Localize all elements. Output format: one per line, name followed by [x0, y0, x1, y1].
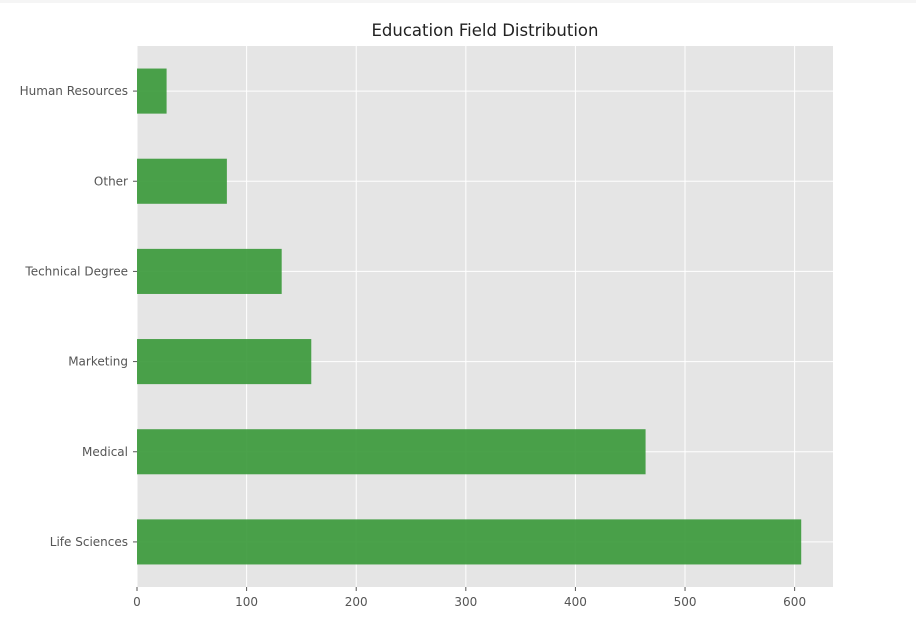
bar-technical-degree [137, 248, 282, 294]
y-tick-label: Technical Degree [24, 264, 128, 278]
x-tick-label: 500 [674, 595, 697, 609]
plot-area [137, 46, 833, 587]
x-tick-label: 600 [783, 595, 806, 609]
y-tick-label: Medical [82, 445, 128, 459]
bar-life-sciences [137, 519, 802, 565]
x-axis: 0 100 200 300 400 500 600 [133, 587, 806, 609]
x-tick-label: 0 [133, 595, 141, 609]
x-tick-label: 400 [564, 595, 587, 609]
y-tick-label: Life Sciences [50, 535, 128, 549]
bar-other [137, 158, 227, 204]
x-tick-label: 300 [454, 595, 477, 609]
x-tick-label: 100 [235, 595, 258, 609]
y-tick-label: Human Resources [20, 84, 128, 98]
y-tick-label: Marketing [68, 355, 128, 369]
top-strip [0, 0, 916, 3]
bar-marketing [137, 339, 312, 385]
bars [137, 68, 802, 565]
y-tick-label: Other [94, 174, 128, 188]
y-axis: Life Sciences Medical Marketing Technical D… [20, 84, 137, 549]
x-tick-label: 200 [345, 595, 368, 609]
chart-title: Education Field Distribution [372, 21, 599, 40]
grid-lines [136, 46, 833, 587]
bar-human-resources [137, 68, 167, 114]
bar-medical [137, 429, 646, 475]
